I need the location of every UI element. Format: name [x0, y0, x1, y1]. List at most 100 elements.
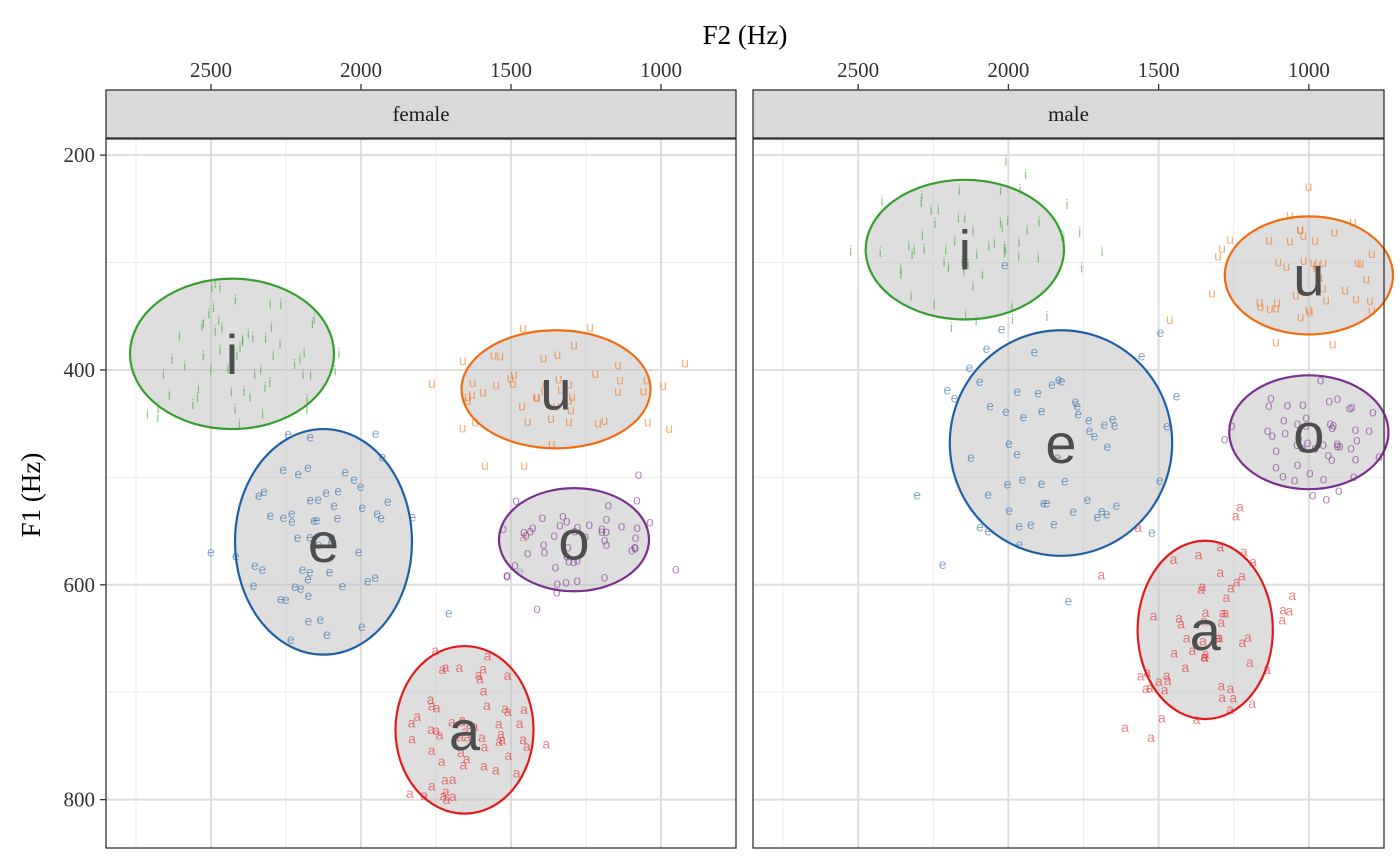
data-point: u [540, 350, 548, 366]
data-point: o [564, 538, 572, 554]
data-point: i [1004, 241, 1007, 257]
data-point: a [471, 718, 479, 734]
data-point: a [476, 671, 484, 687]
data-point: i [268, 374, 271, 390]
data-point: a [1155, 673, 1163, 689]
data-point: i [251, 330, 254, 346]
data-point: e [1103, 505, 1111, 521]
data-point: o [618, 518, 626, 534]
data-point: o [1330, 417, 1338, 433]
data-point: u [1292, 286, 1300, 302]
data-point: i [241, 333, 244, 349]
data-point: i [950, 319, 953, 335]
data-point: i [235, 347, 238, 363]
data-point: a [438, 661, 446, 677]
data-point: u [1310, 254, 1318, 270]
data-point: u [1208, 284, 1216, 300]
data-point: e [1020, 409, 1028, 425]
data-point: u [532, 389, 540, 405]
data-point: a [1143, 664, 1151, 680]
data-point: i [210, 279, 213, 295]
data-point: u [665, 420, 673, 436]
data-point: e [1064, 592, 1072, 608]
data-point: u [479, 384, 487, 400]
facet-strip [752, 89, 1385, 139]
data-point: u [524, 413, 532, 429]
data-point: a [428, 698, 436, 714]
data-point: o [633, 519, 641, 535]
vowel-group-e: eeeeeeeeeeeeeeeeeeeeeeeeeeeeeeeeeeeeeeee… [207, 425, 524, 656]
data-point: a [449, 771, 457, 787]
data-point: o [1320, 471, 1328, 487]
ellipse-o [497, 487, 651, 593]
data-point: e [328, 528, 336, 544]
data-point: i [264, 379, 267, 395]
data-point: o [633, 492, 641, 508]
centroid-label-e: e [1045, 412, 1076, 475]
data-point: e [1083, 491, 1091, 507]
data-point: u [1368, 302, 1376, 318]
data-point: a [1217, 678, 1225, 694]
data-point: u [481, 457, 489, 473]
data-point: o [1294, 456, 1302, 472]
data-point: i [272, 347, 275, 363]
data-point: i [1060, 228, 1063, 244]
data-point: i [309, 366, 312, 382]
data-point: a [516, 715, 524, 731]
data-point: i [933, 296, 936, 312]
data-point: a [1158, 710, 1166, 726]
data-point: o [559, 507, 567, 523]
data-point: a [1226, 680, 1234, 696]
data-point: a [431, 642, 439, 658]
data-point: e [334, 482, 342, 498]
data-point: a [463, 729, 471, 745]
data-point: u [1226, 231, 1234, 247]
data-point: a [497, 726, 505, 742]
data-point: a [1238, 567, 1246, 583]
data-point: e [313, 511, 321, 527]
data-point: u [594, 415, 602, 431]
data-point: u [469, 374, 477, 390]
data-point: u [1296, 221, 1304, 237]
data-point: a [432, 722, 440, 738]
data-point: a [1195, 546, 1203, 562]
data-point: i [259, 362, 262, 378]
data-point: u [1218, 240, 1226, 256]
data-point: a [1170, 551, 1178, 567]
data-point: u [1366, 292, 1374, 308]
ellipse-o [1228, 374, 1390, 491]
data-point: e [297, 580, 305, 596]
data-point: u [565, 392, 573, 408]
data-point: o [1281, 424, 1289, 440]
data-point: o [1304, 434, 1312, 450]
data-point: e [288, 513, 296, 529]
data-point: i [1010, 298, 1013, 314]
y-axis-title: F1 (Hz) [16, 453, 46, 538]
data-point: i [146, 405, 149, 421]
data-point: e [1094, 508, 1102, 524]
data-point: e [334, 510, 342, 526]
data-point: o [1295, 430, 1303, 446]
data-point: e [1016, 536, 1024, 552]
data-point: a [479, 661, 487, 677]
data-point: i [191, 396, 194, 412]
data-point: u [510, 366, 518, 382]
centroid-label-u: u [1293, 244, 1324, 307]
centroid-label-o: o [558, 509, 589, 572]
data-point: a [1244, 629, 1252, 645]
data-point: a [480, 739, 488, 755]
data-point: o [1299, 439, 1307, 455]
data-point: e [1038, 403, 1046, 419]
data-point: u [644, 413, 652, 429]
data-point: a [1134, 519, 1142, 535]
data-point: o [562, 574, 570, 590]
data-point: u [659, 377, 667, 393]
data-point: a [1218, 689, 1226, 705]
data-point: u [1329, 335, 1337, 351]
data-point: i [1037, 249, 1040, 265]
data-point: a [458, 713, 466, 729]
data-point: i [200, 318, 203, 334]
data-point: o [1264, 422, 1272, 438]
data-point: i [241, 332, 244, 348]
